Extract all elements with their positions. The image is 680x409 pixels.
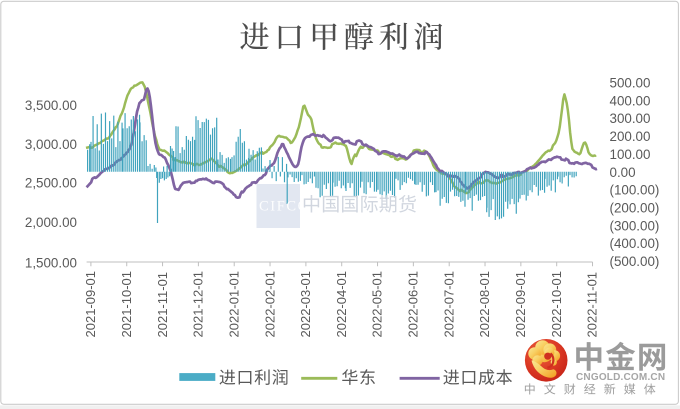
svg-text:2,500.00: 2,500.00 [25, 176, 77, 191]
svg-text:华东: 华东 [341, 364, 376, 389]
svg-text:(200.00): (200.00) [610, 201, 660, 216]
svg-text:2022-11-01: 2022-11-01 [585, 272, 600, 338]
svg-text:2021-11-01: 2021-11-01 [155, 272, 170, 338]
svg-text:2022-07-01: 2022-07-01 [441, 271, 456, 338]
svg-text:(500.00): (500.00) [610, 254, 660, 269]
svg-text:1,500.00: 1,500.00 [25, 255, 77, 270]
svg-text:2021-12-01: 2021-12-01 [191, 271, 206, 338]
svg-text:3,000.00: 3,000.00 [25, 137, 77, 152]
svg-text:2022-09-01: 2022-09-01 [513, 271, 528, 338]
svg-text:500.00: 500.00 [610, 76, 651, 91]
svg-text:2022-10-01: 2022-10-01 [549, 271, 564, 338]
svg-text:(300.00): (300.00) [610, 218, 660, 233]
svg-text:进口成本: 进口成本 [443, 364, 513, 389]
svg-text:2022-03-01: 2022-03-01 [298, 271, 313, 338]
svg-text:0.00: 0.00 [610, 165, 636, 180]
svg-text:200.00: 200.00 [610, 129, 651, 144]
svg-text:2022-01-01: 2022-01-01 [226, 271, 241, 338]
svg-text:CIFCO: CIFCO [259, 199, 310, 215]
svg-text:2022-06-01: 2022-06-01 [406, 271, 421, 338]
svg-text:进口利润: 进口利润 [219, 364, 289, 389]
svg-text:400.00: 400.00 [610, 93, 651, 108]
svg-text:中国国际期货: 中国国际期货 [302, 190, 417, 217]
svg-text:2021-09-01: 2021-09-01 [83, 271, 98, 338]
svg-text:2022-02-01: 2022-02-01 [262, 271, 277, 338]
svg-text:100.00: 100.00 [610, 147, 651, 162]
svg-text:CNGOLD.COM.CN: CNGOLD.COM.CN [576, 372, 665, 383]
svg-text:2022-05-01: 2022-05-01 [370, 271, 385, 338]
svg-text:(400.00): (400.00) [610, 236, 660, 251]
svg-text:2021-10-01: 2021-10-01 [119, 271, 134, 338]
svg-text:(100.00): (100.00) [610, 183, 660, 198]
svg-text:2022-08-01: 2022-08-01 [477, 271, 492, 338]
svg-text:300.00: 300.00 [610, 111, 651, 126]
svg-text:3,500.00: 3,500.00 [25, 98, 77, 113]
svg-text:进口甲醇利润: 进口甲醇利润 [240, 12, 449, 56]
svg-text:中文财经新媒体: 中文财经新媒体 [524, 380, 664, 397]
svg-text:2022-04-01: 2022-04-01 [334, 271, 349, 338]
svg-text:中金网: 中金网 [574, 333, 669, 377]
svg-text:2,000.00: 2,000.00 [25, 215, 77, 230]
